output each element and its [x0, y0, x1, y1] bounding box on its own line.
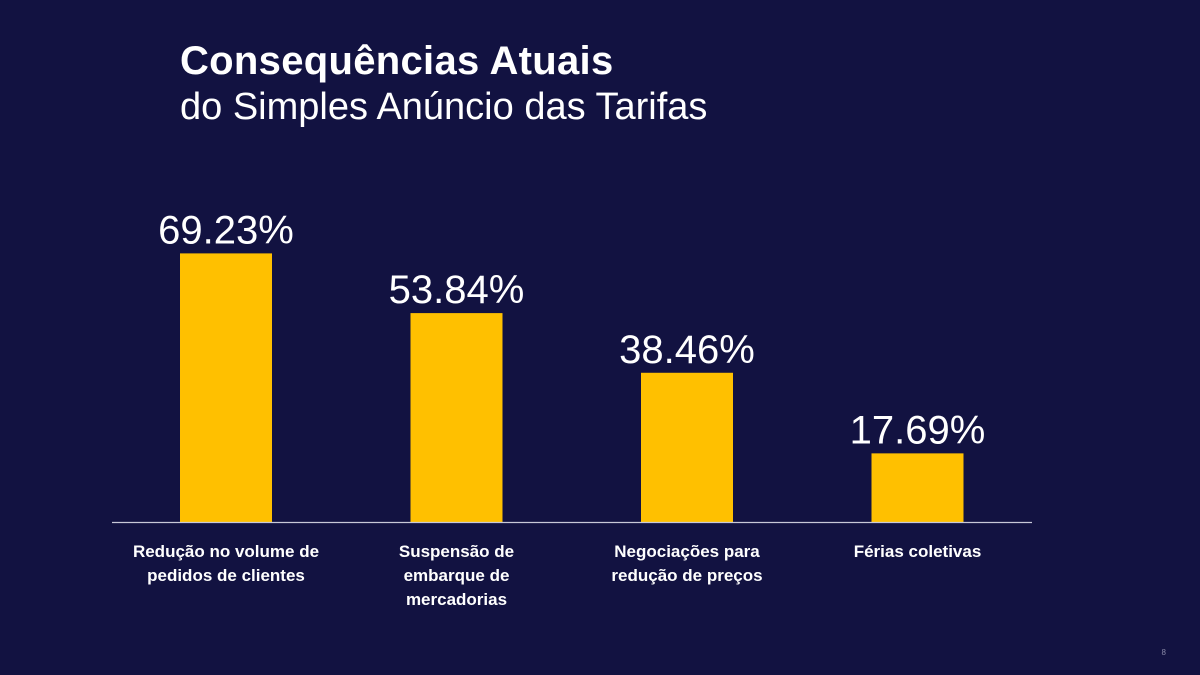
bar-4	[871, 453, 964, 522]
category-label-3: Negociações para redução de preços	[611, 542, 762, 585]
data-label-1: 69.23%	[158, 208, 294, 252]
category-label-1: Redução no volume de pedidos de clientes	[133, 542, 319, 585]
bar-2	[410, 313, 503, 522]
data-label-3: 38.46%	[619, 328, 755, 372]
slide-title: Consequências Atuais	[180, 39, 614, 83]
bar-1	[180, 253, 272, 522]
data-label-2: 53.84%	[389, 268, 525, 312]
slide-subtitle: do Simples Anúncio das Tarifas	[180, 86, 708, 128]
category-label-4: Férias coletivas	[854, 542, 982, 561]
bar-3	[641, 372, 733, 522]
data-labels-layer: 69.23% 53.84% 38.46% 17.69%	[158, 208, 985, 452]
data-label-4: 17.69%	[850, 408, 986, 452]
category-labels-layer: Redução no volume de pedidos de clientes S…	[133, 542, 981, 609]
bars-layer	[180, 253, 964, 522]
page-number: 8	[1161, 648, 1166, 657]
slide-title-block: Consequências Atuais do Simples Anúncio …	[180, 38, 707, 130]
category-label-2: Suspensão de embarque de mercadorias	[399, 542, 514, 609]
